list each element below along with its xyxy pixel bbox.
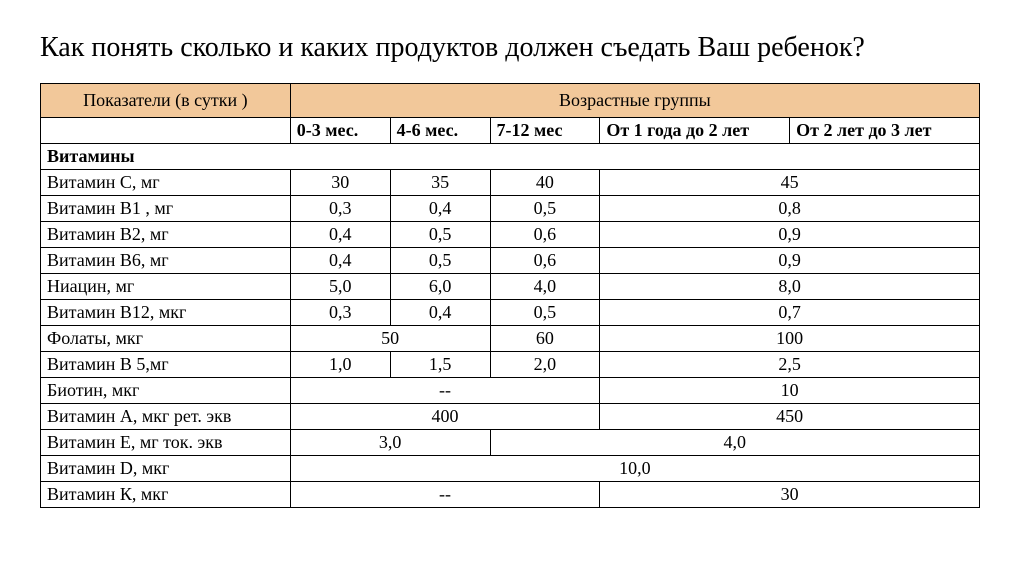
age-col-1: 4-6 мес. (390, 118, 490, 144)
cell-value: 2,0 (490, 352, 600, 378)
cell-value: 0,4 (290, 222, 390, 248)
cell-value: 30 (600, 482, 980, 508)
age-col-3: От 1 года до 2 лет (600, 118, 790, 144)
cell-value: 0,5 (490, 196, 600, 222)
cell-value: 0,7 (600, 300, 980, 326)
cell-value: 0,6 (490, 222, 600, 248)
table-row: Витамин А, мкг рет. экв400450 (41, 404, 980, 430)
cell-value: 0,8 (600, 196, 980, 222)
age-col-0: 0-3 мес. (290, 118, 390, 144)
cell-value: 0,9 (600, 222, 980, 248)
cell-value: 10 (600, 378, 980, 404)
cell-value: 1,0 (290, 352, 390, 378)
table-row: Витамин К, мкг--30 (41, 482, 980, 508)
section-label: Витамины (41, 144, 980, 170)
table-row: Витамин В12, мкг0,30,40,50,7 (41, 300, 980, 326)
cell-value: 5,0 (290, 274, 390, 300)
cell-value: 35 (390, 170, 490, 196)
header-row-2: 0-3 мес.4-6 мес.7-12 месОт 1 года до 2 л… (41, 118, 980, 144)
row-label: Фолаты, мкг (41, 326, 291, 352)
cell-value: 0,4 (390, 196, 490, 222)
cell-value: 2,5 (600, 352, 980, 378)
header-indicators: Показатели (в сутки ) (41, 84, 291, 118)
cell-value: 45 (600, 170, 980, 196)
cell-value: 1,5 (390, 352, 490, 378)
row-label: Ниацин, мг (41, 274, 291, 300)
section-row: Витамины (41, 144, 980, 170)
age-col-4: От 2 лет до 3 лет (790, 118, 980, 144)
cell-value: 40 (490, 170, 600, 196)
cell-value: 0,4 (390, 300, 490, 326)
table-row: Витамин В2, мг0,40,50,60,9 (41, 222, 980, 248)
cell-value: 6,0 (390, 274, 490, 300)
cell-value: 450 (600, 404, 980, 430)
cell-value: 4,0 (490, 274, 600, 300)
cell-value: 3,0 (290, 430, 490, 456)
header-age-groups: Возрастные группы (290, 84, 979, 118)
row-label: Витамин В 5,мг (41, 352, 291, 378)
cell-value: 30 (290, 170, 390, 196)
cell-value: 100 (600, 326, 980, 352)
age-col-2: 7-12 мес (490, 118, 600, 144)
cell-value: 0,4 (290, 248, 390, 274)
table-row: Витамин В1 , мг0,30,40,50,8 (41, 196, 980, 222)
row-label: Витамин А, мкг рет. экв (41, 404, 291, 430)
table-row: Витамин В 5,мг1,01,52,02,5 (41, 352, 980, 378)
table-row: Витамин Е, мг ток. экв3,04,0 (41, 430, 980, 456)
table-row: Витамин В6, мг0,40,50,60,9 (41, 248, 980, 274)
cell-value: 10,0 (290, 456, 979, 482)
cell-value: 0,6 (490, 248, 600, 274)
header-row-1: Показатели (в сутки ) Возрастные группы (41, 84, 980, 118)
page-title: Как понять сколько и каких продуктов дол… (40, 30, 984, 65)
table-row: Витамин С, мг30354045 (41, 170, 980, 196)
cell-value: 0,3 (290, 196, 390, 222)
cell-value: 0,9 (600, 248, 980, 274)
row-label: Витамин В6, мг (41, 248, 291, 274)
table-row: Биотин, мкг--10 (41, 378, 980, 404)
table-row: Витамин D, мкг10,0 (41, 456, 980, 482)
cell-value: 0,5 (390, 222, 490, 248)
cell-value: -- (290, 378, 600, 404)
row-label: Витамин В12, мкг (41, 300, 291, 326)
row-label: Биотин, мкг (41, 378, 291, 404)
row-label: Витамин D, мкг (41, 456, 291, 482)
table-row: Ниацин, мг5,06,04,08,0 (41, 274, 980, 300)
cell-value: 50 (290, 326, 490, 352)
header-blank (41, 118, 291, 144)
cell-value: 0,5 (390, 248, 490, 274)
row-label: Витамин В1 , мг (41, 196, 291, 222)
cell-value: 4,0 (490, 430, 980, 456)
row-label: Витамин В2, мг (41, 222, 291, 248)
table-row: Фолаты, мкг5060100 (41, 326, 980, 352)
cell-value: -- (290, 482, 600, 508)
cell-value: 0,5 (490, 300, 600, 326)
cell-value: 60 (490, 326, 600, 352)
row-label: Витамин С, мг (41, 170, 291, 196)
cell-value: 0,3 (290, 300, 390, 326)
row-label: Витамин К, мкг (41, 482, 291, 508)
nutrition-table: Показатели (в сутки ) Возрастные группы … (40, 83, 980, 508)
cell-value: 400 (290, 404, 600, 430)
row-label: Витамин Е, мг ток. экв (41, 430, 291, 456)
cell-value: 8,0 (600, 274, 980, 300)
